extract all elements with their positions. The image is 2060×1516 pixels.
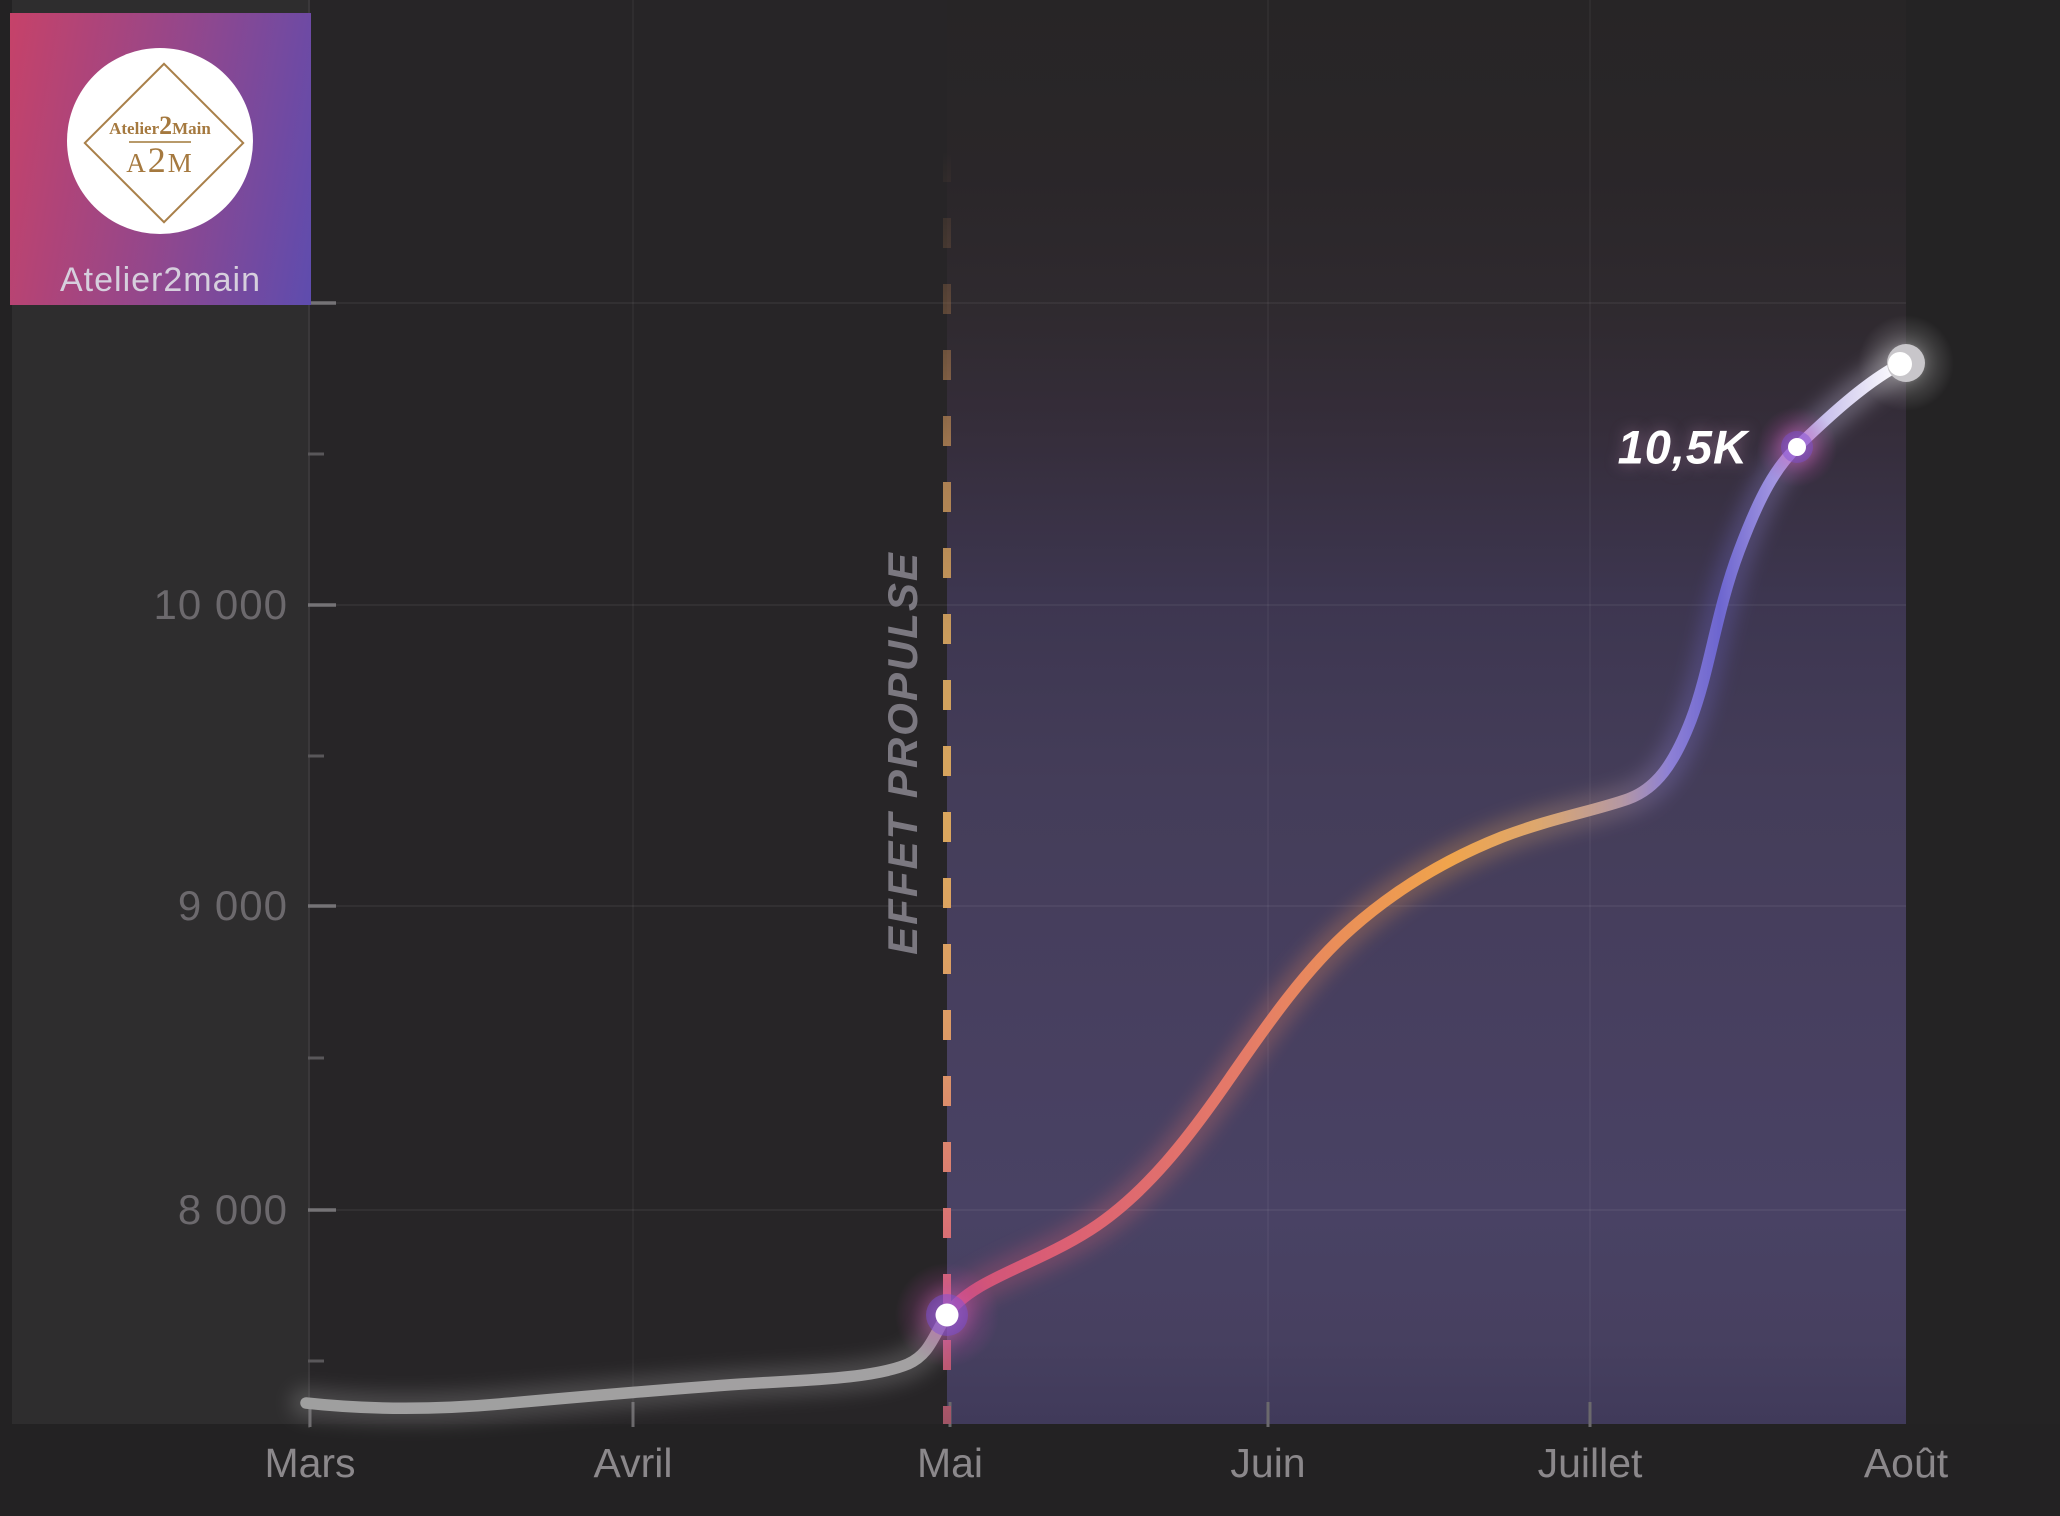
brand-badge: Atelier2Main A2M Atelier2main (10, 13, 311, 305)
growth-curve (300, 356, 1911, 1415)
y-tick-label-9000: 9 000 (177, 882, 288, 929)
logo-title: Atelier2Main (109, 110, 211, 140)
gridlines (308, 0, 1906, 1424)
brand-name: Atelier2main (60, 261, 261, 299)
growth-curve-glow (290, 346, 1921, 1425)
logo-text: Atelier2Main A2M (67, 48, 253, 234)
x-label-aout: Août (1863, 1440, 1949, 1486)
marker-mai (895, 1263, 999, 1367)
peak-value-label: 10,5K (1617, 420, 1748, 474)
y-tick-label-10000: 10 000 (153, 581, 288, 628)
y-axis (308, 0, 336, 1428)
x-label-juin: Juin (1230, 1440, 1306, 1486)
a2m-logo-icon: Atelier2Main A2M (67, 48, 253, 234)
marker-10-5k (1757, 407, 1837, 487)
x-label-juillet: Juillet (1537, 1440, 1643, 1486)
y-tick-label-8000: 8 000 (177, 1186, 288, 1233)
x-label-avril: Avril (593, 1440, 673, 1486)
x-label-mars: Mars (264, 1440, 356, 1486)
propulse-annotation: EFFET PROPULSE (879, 551, 926, 955)
logo-divider (129, 140, 191, 143)
propulse-highlight-region (947, 0, 1906, 1424)
marker-endpoint (1858, 315, 1954, 411)
logo-acronym: A2M (126, 139, 194, 180)
right-margin (1906, 0, 2060, 1424)
x-label-mai: Mai (916, 1440, 984, 1486)
